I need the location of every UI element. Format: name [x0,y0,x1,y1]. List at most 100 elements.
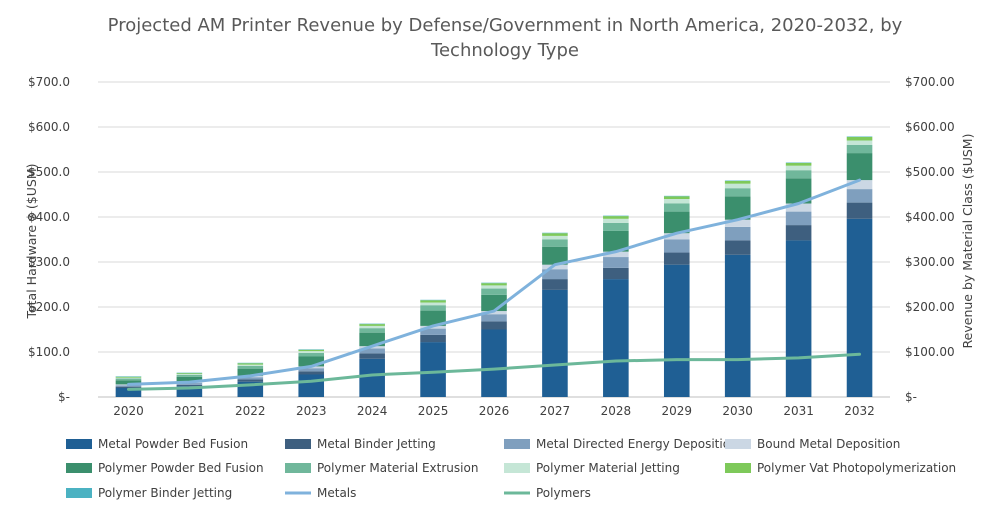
y-right-tick-label: $200.00 [905,300,955,314]
bar-segment [603,257,629,268]
bar-segment [115,388,142,397]
bar-segment [420,328,446,335]
bar-segment [420,300,446,303]
legend: Metal Powder Bed Fusion Metal Binder Jett… [66,437,956,500]
legend-swatch [725,463,751,473]
bar-segment [176,374,203,375]
y-left-tick-label: $700.0 [28,75,70,89]
y-right-tick-label: $400.00 [905,210,955,224]
bar-segment [846,145,873,154]
bar-segment [724,240,751,255]
y-left-tick-label: $500.0 [28,165,70,179]
chart-title-line-1: Projected AM Printer Revenue by Defense/… [108,15,903,36]
bar-segment [724,196,751,220]
bar-segment [115,386,142,388]
chart-title-line-2: Technology Type [430,40,579,61]
bar-segment [115,378,142,381]
series-line [126,178,862,386]
bar-segment [481,288,507,295]
bar-segment [785,240,812,397]
bar-segment [603,222,629,231]
legend-label: Bound Metal Deposition [757,437,900,451]
bar-segment [663,199,690,204]
legend-label: Polymer Binder Jetting [98,486,232,500]
y-axis-right-label: Revenue by Material Class ($USM) [960,134,975,349]
bar-segment [237,363,264,365]
bar-segment [420,310,446,326]
bar-segment [481,285,507,289]
bar-segment [846,218,873,397]
x-tick-label: 2024 [357,404,388,418]
y-right-tick-label: $600.00 [905,120,955,134]
y-right-tick-label: $300.00 [905,255,955,269]
bar-segment [481,314,507,322]
bar-segment [542,233,568,236]
bar-segment [724,219,751,227]
y-left-tick-label: $- [58,390,70,404]
bar-segment [359,358,385,397]
bar-segment [298,374,325,397]
legend-swatch [504,463,530,473]
bar-segment [785,170,812,179]
x-tick-label: 2023 [296,404,327,418]
bar-segment [237,377,264,380]
y-right-tick-label: $700.00 [905,75,955,89]
bar-segment [542,269,568,280]
bar-segment [542,279,568,290]
bar-segment [542,289,568,397]
bar-segment [176,384,203,387]
bar-segment [237,368,264,376]
x-tick-label: 2020 [113,404,144,418]
bar-segment [481,321,507,330]
x-tick-label: 2029 [661,404,692,418]
bar-segment [115,376,142,378]
y-left-tick-label: $300.0 [28,255,70,269]
bar-segment [298,368,325,372]
bar-segment [237,365,264,369]
y-left-tick-label: $200.0 [28,300,70,314]
bar-segment [603,251,629,258]
bar-segment [724,181,751,184]
x-tick-label: 2032 [844,404,875,418]
legend-swatch [285,463,311,473]
bar-segment [542,264,568,270]
bar-segment [785,163,812,166]
bar-segment [846,153,873,181]
bar-segment [298,349,325,352]
legend-label: Polymer Material Extrusion [317,461,478,475]
y-left-tick-label: $600.0 [28,120,70,134]
bar-segment [298,356,325,367]
legend-label: Metal Binder Jetting [317,437,436,451]
bar-segment [176,376,203,383]
bar-segment [663,264,690,397]
bar-segment [176,374,203,377]
x-tick-label: 2025 [418,404,449,418]
bar-segment [298,352,325,357]
bar-segment [724,254,751,397]
bar-segment [663,233,690,240]
bar-segment [785,211,812,226]
bar-segment [176,386,203,397]
legend-label: Polymer Material Jetting [536,461,680,475]
bar-segment [542,235,568,240]
bar-segment [176,373,203,375]
series-line [126,352,862,391]
bar-segment [603,267,629,280]
legend-swatch [66,439,92,449]
x-tick-label: 2021 [174,404,205,418]
bar-segment [481,329,507,397]
bar-segment [724,183,751,189]
legend-label: Polymer Vat Photopolymerization [757,461,956,475]
y-axis-left-label: Total Hardware $ ($USM) [24,164,39,320]
x-tick-label: 2030 [722,404,753,418]
y-left-tick-label: $100.0 [28,345,70,359]
axes-layer: $- $- $100.0 $100.00 $200.0 $200.00 $300.0 $300… [28,75,955,418]
legend-swatch [285,439,311,449]
bar-segment [359,324,385,326]
y-right-tick-label: $- [905,390,917,404]
bar-segment [420,334,446,343]
bar-segment [481,311,507,315]
bar-segment [603,218,629,223]
